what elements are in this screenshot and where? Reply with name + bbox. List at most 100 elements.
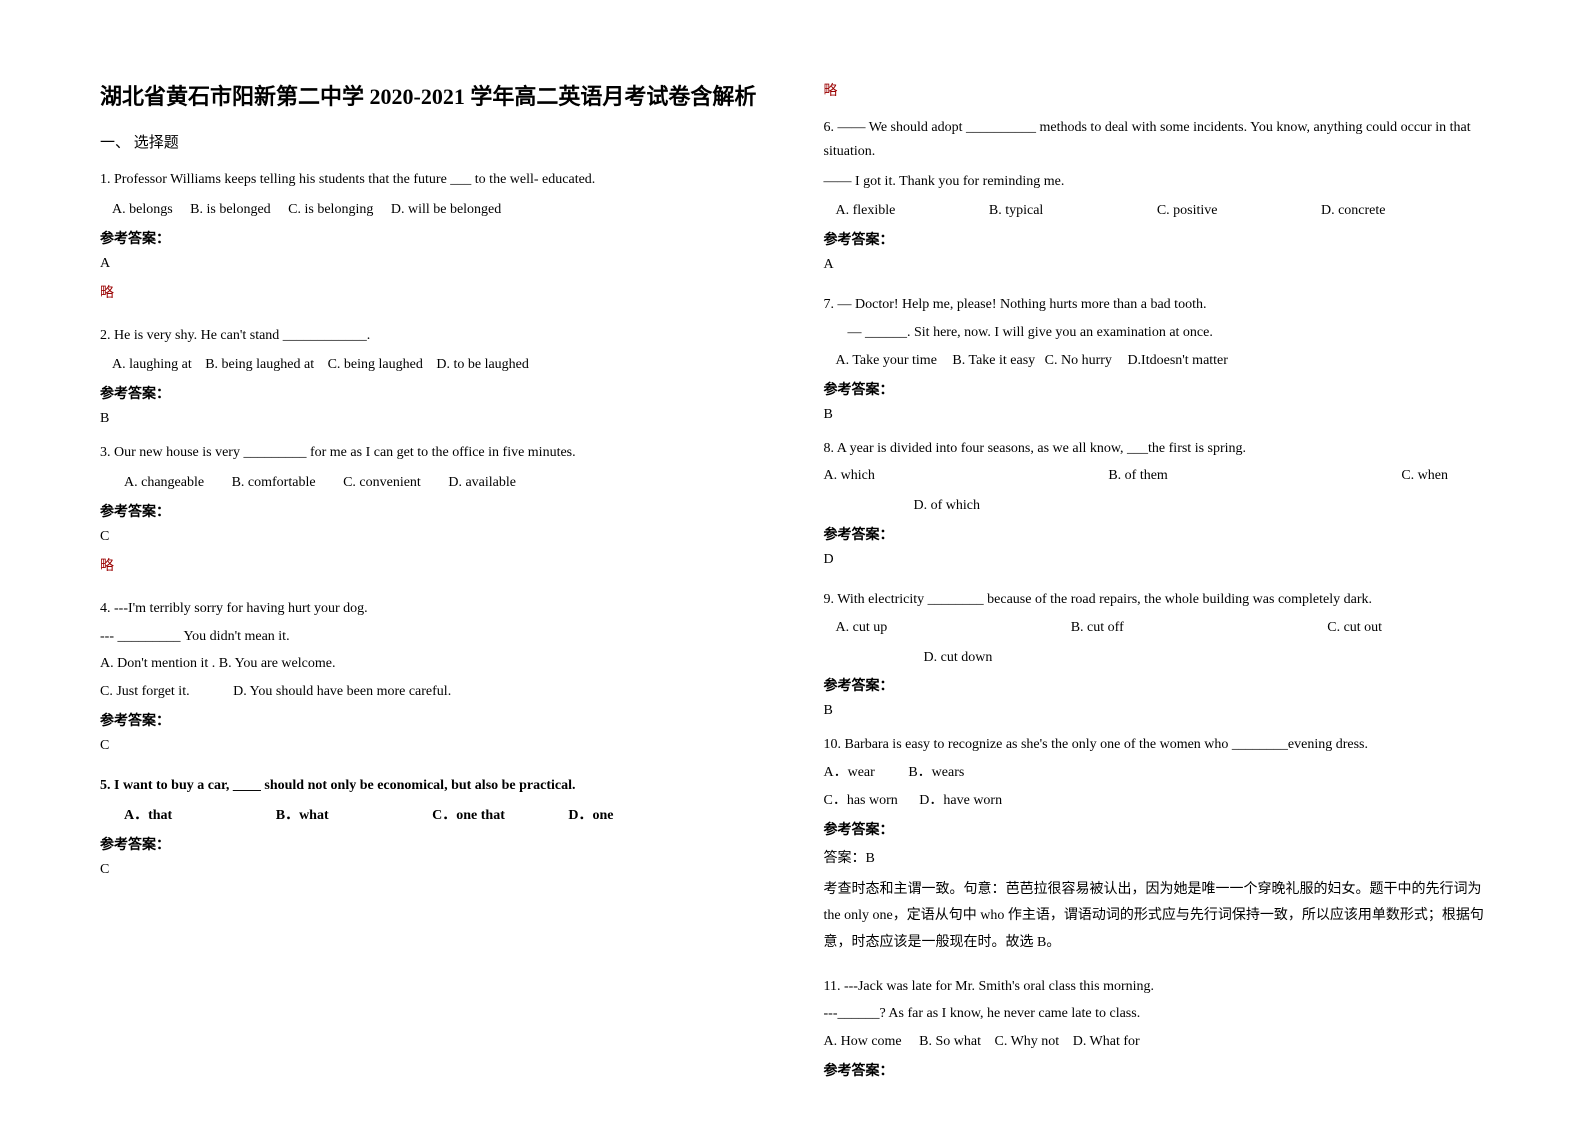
q-line1: 4. ---I'm terribly sorry for having hurt… <box>100 597 764 621</box>
opt-b: B. comfortable <box>232 471 316 495</box>
section-header: 一、 选择题 <box>100 131 764 152</box>
opt-b: B. You are welcome. <box>219 652 336 676</box>
opt-b: B. of them <box>1108 464 1168 488</box>
answer: A <box>100 256 764 272</box>
opt-c: C. is belonging <box>288 198 373 222</box>
answer-label: 参考答案： <box>824 524 1488 544</box>
q-options-row2: C. Just forget it. D. You should have be… <box>100 680 764 704</box>
opt-c: C．one that <box>432 804 505 828</box>
opt-b: B. is belonged <box>190 198 271 222</box>
opt-c: C. positive <box>1157 199 1218 223</box>
opt-a: A. changeable <box>124 471 204 495</box>
q-text: 10. Barbara is easy to recognize as she'… <box>824 733 1488 757</box>
answer-label: 参考答案： <box>100 710 764 730</box>
opt-b: B. being laughed at <box>205 353 314 377</box>
opt-d: D. to be laughed <box>436 353 529 377</box>
opt-b: B. typical <box>989 199 1043 223</box>
question-8: 8. A year is divided into four seasons, … <box>824 437 1488 578</box>
right-column: 略 6. —— We should adopt __________ metho… <box>824 80 1488 1092</box>
opt-c: C. convenient <box>343 471 421 495</box>
question-5: 5. I want to buy a car, ____ should not … <box>100 774 764 888</box>
question-9: 9. With electricity ________ because of … <box>824 588 1488 723</box>
opt-b: B. So what <box>919 1030 981 1054</box>
omit-note: 略 <box>100 555 764 575</box>
omit-note: 略 <box>824 80 1488 100</box>
answer-label: 参考答案： <box>824 819 1488 839</box>
opt-c: C. being laughed <box>328 353 423 377</box>
left-column: 湖北省黄石市阳新第二中学 2020-2021 学年高二英语月考试卷含解析 一、 … <box>100 80 764 1092</box>
q-options: A. How come B. So what C. Why not D. Wha… <box>824 1030 1488 1054</box>
answer: C <box>100 862 764 878</box>
opt-c: C. Why not <box>995 1030 1060 1054</box>
opt-a: A. belongs <box>112 198 173 222</box>
opt-d: D.Itdoesn't matter <box>1127 349 1228 373</box>
opt-a: A．that <box>124 804 172 828</box>
q-text: 1. Professor Williams keeps telling his … <box>100 168 764 192</box>
opt-a: A. Take your time <box>836 349 937 373</box>
opt-d: D．have worn <box>919 789 1002 813</box>
opt-d: D. cut down <box>924 646 993 670</box>
q-options: A. Take your time B. Take it easy C. No … <box>824 349 1488 373</box>
answer-label: 参考答案： <box>824 675 1488 695</box>
opt-d: D. of which <box>914 494 981 518</box>
opt-b: B. Take it easy <box>952 349 1035 373</box>
opt-c: C. when <box>1401 464 1448 488</box>
q-options-row1: A. cut up B. cut off C. cut out <box>824 616 1488 640</box>
question-4: 4. ---I'm terribly sorry for having hurt… <box>100 597 764 764</box>
q-line1: 11. ---Jack was late for Mr. Smith's ora… <box>824 975 1488 999</box>
question-1: 1. Professor Williams keeps telling his … <box>100 168 764 314</box>
q-text: 9. With electricity ________ because of … <box>824 588 1488 612</box>
opt-d: D. What for <box>1073 1030 1140 1054</box>
answer-label: 参考答案： <box>824 379 1488 399</box>
q-line1: 7. — Doctor! Help me, please! Nothing hu… <box>824 293 1488 317</box>
opt-d: D. available <box>448 471 516 495</box>
q-line2: --- _________ You didn't mean it. <box>100 625 764 649</box>
q-options-row2: D. cut down <box>824 646 1488 670</box>
answer: D <box>824 552 1488 568</box>
opt-d: D. will be belonged <box>391 198 501 222</box>
opt-a: A. How come <box>824 1030 902 1054</box>
q-options: A. changeable B. comfortable C. convenie… <box>100 471 764 495</box>
opt-d: D. concrete <box>1321 199 1386 223</box>
opt-c: C．has worn <box>824 789 898 813</box>
answer: A <box>824 257 1488 273</box>
q-line2: —— I got it. Thank you for reminding me. <box>824 170 1488 194</box>
q-text: 5. I want to buy a car, ____ should not … <box>100 774 764 798</box>
opt-a: A．wear <box>824 761 875 785</box>
q-line1: 6. —— We should adopt __________ methods… <box>824 116 1488 164</box>
opt-c: C. No hurry <box>1045 349 1112 373</box>
opt-a: A. cut up <box>836 616 888 640</box>
question-10: 10. Barbara is easy to recognize as she'… <box>824 733 1488 964</box>
q-text: 2. He is very shy. He can't stand ______… <box>100 324 764 348</box>
q-options-row1: A．wear B．wears <box>824 761 1488 785</box>
q-options: A．that B．what C．one that D．one <box>100 804 764 828</box>
answer-label: 参考答案： <box>100 228 764 248</box>
q-options-row2: D. of which <box>824 494 1488 518</box>
q-line2: — ______. Sit here, now. I will give you… <box>824 321 1488 345</box>
q-line2: ---______? As far as I know, he never ca… <box>824 1002 1488 1026</box>
opt-a: A. Don't mention it . <box>100 652 215 676</box>
q-options-row2: C．has worn D．have worn <box>824 789 1488 813</box>
exam-title: 湖北省黄石市阳新第二中学 2020-2021 学年高二英语月考试卷含解析 <box>100 80 764 113</box>
q-options-row1: A. which B. of them C. when <box>824 464 1488 488</box>
answer: C <box>100 529 764 545</box>
answer: B <box>824 703 1488 719</box>
question-11: 11. ---Jack was late for Mr. Smith's ora… <box>824 975 1488 1086</box>
opt-d: D. You should have been more careful. <box>233 680 451 704</box>
question-2: 2. He is very shy. He can't stand ______… <box>100 324 764 432</box>
q-options: A. belongs B. is belonged C. is belongin… <box>100 198 764 222</box>
question-3: 3. Our new house is very _________ for m… <box>100 441 764 587</box>
q-options-row1: A. Don't mention it . B. You are welcome… <box>100 652 764 676</box>
opt-a: A. flexible <box>836 199 896 223</box>
answer: C <box>100 738 764 754</box>
opt-b: B．what <box>276 804 329 828</box>
question-6: 6. —— We should adopt __________ methods… <box>824 116 1488 283</box>
opt-a: A. laughing at <box>112 353 192 377</box>
opt-c: C. cut out <box>1327 616 1382 640</box>
answer: B <box>824 407 1488 423</box>
answer-label: 参考答案： <box>824 1060 1488 1080</box>
opt-c: C. Just forget it. <box>100 680 190 704</box>
opt-a: A. which <box>824 464 875 488</box>
q-options: A. flexible B. typical C. positive D. co… <box>824 199 1488 223</box>
answer: B <box>100 411 764 427</box>
